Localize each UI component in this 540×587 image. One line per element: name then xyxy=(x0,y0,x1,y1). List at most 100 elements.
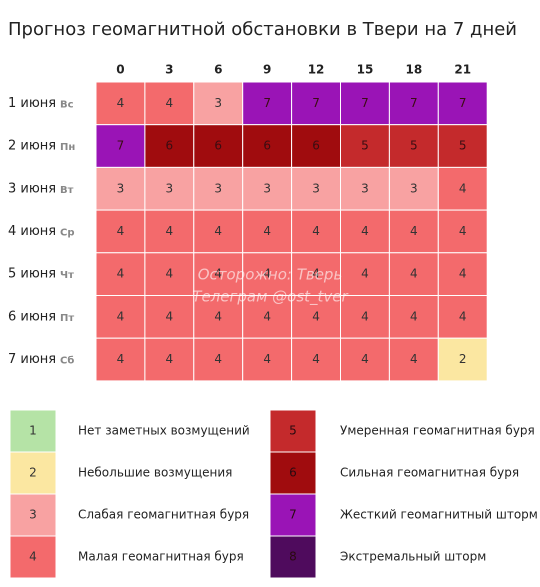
cell-value: 4 xyxy=(263,309,271,323)
row-day: Пн xyxy=(60,142,75,153)
cell-value: 4 xyxy=(410,267,418,281)
column-header: 6 xyxy=(214,63,222,77)
cell xyxy=(388,209,439,254)
row-date: 5 июня xyxy=(8,267,56,282)
legend-level: 4 xyxy=(29,550,37,564)
cell xyxy=(340,81,390,126)
legend-swatch xyxy=(9,535,57,579)
cell-value: 3 xyxy=(312,181,320,195)
cell-value: 4 xyxy=(263,267,271,281)
cell-value: 4 xyxy=(410,224,418,238)
legend-level: 2 xyxy=(29,466,37,480)
cell-value: 4 xyxy=(214,224,222,238)
cell-value: 4 xyxy=(410,309,418,323)
cell-value: 7 xyxy=(410,96,418,110)
column-header: 15 xyxy=(357,63,374,77)
column-header: 21 xyxy=(454,63,471,77)
cell xyxy=(242,252,293,297)
cell-value: 4 xyxy=(214,267,222,281)
cell-value: 5 xyxy=(410,139,418,153)
legend-label: Малая геомагнитная буря xyxy=(78,550,244,564)
cell xyxy=(95,166,146,211)
cell-value: 4 xyxy=(459,224,467,238)
legend-level: 8 xyxy=(289,550,297,564)
cell-value: 4 xyxy=(459,309,467,323)
legend-swatch xyxy=(269,493,317,537)
row-day: Ср xyxy=(60,227,75,238)
title: Прогноз геомагнитной обстановки в Твери … xyxy=(8,19,517,40)
cell-value: 4 xyxy=(361,309,369,323)
legend-level: 3 xyxy=(29,508,37,522)
row-date: 6 июня xyxy=(8,309,56,324)
cell-value: 4 xyxy=(117,352,125,366)
cell-value: 4 xyxy=(166,224,174,238)
cell-value: 4 xyxy=(117,224,125,238)
cell-value: 4 xyxy=(166,267,174,281)
row-day: Вс xyxy=(60,99,74,110)
cell-value: 7 xyxy=(361,96,369,110)
cell-value: 6 xyxy=(263,139,271,153)
cell xyxy=(388,166,439,211)
row-date: 3 июня xyxy=(8,181,56,196)
column-header: 3 xyxy=(165,63,173,77)
legend-level: 6 xyxy=(289,466,297,480)
legend-label: Слабая геомагнитная буря xyxy=(78,508,249,522)
row-day: Сб xyxy=(60,355,74,367)
cell-value: 3 xyxy=(263,181,271,195)
cell xyxy=(242,337,293,382)
cell-value: 7 xyxy=(263,96,271,110)
cell xyxy=(388,337,439,382)
cell-value: 3 xyxy=(214,181,222,195)
cell xyxy=(437,81,488,126)
cell-value: 6 xyxy=(166,139,174,153)
cell xyxy=(437,337,488,382)
cell xyxy=(437,166,488,211)
cell xyxy=(242,166,293,211)
cell xyxy=(193,166,244,211)
column-header: 0 xyxy=(116,63,124,77)
row-date: 4 июня xyxy=(8,224,56,239)
column-header: 18 xyxy=(405,63,422,77)
cell-value: 4 xyxy=(312,309,320,323)
cell-value: 4 xyxy=(166,309,174,323)
cell-value: 4 xyxy=(312,267,320,281)
cell-value: 3 xyxy=(214,96,222,110)
cell xyxy=(340,124,390,168)
row-day: Чт xyxy=(60,270,74,281)
legend-label: Сильная геомагнитная буря xyxy=(340,466,519,480)
legend-label: Небольшие возмущения xyxy=(78,466,232,480)
cell xyxy=(437,295,488,339)
cell xyxy=(193,209,244,254)
cell-value: 5 xyxy=(459,139,467,153)
cell xyxy=(242,209,293,254)
cell-value: 6 xyxy=(312,139,320,153)
cell-value: 4 xyxy=(410,352,418,366)
cell-value: 4 xyxy=(214,352,222,366)
cell-value: 4 xyxy=(117,309,125,323)
cell xyxy=(340,252,390,297)
legend-level: 1 xyxy=(29,424,37,438)
row-date: 7 июня xyxy=(8,352,56,367)
cell-value: 2 xyxy=(459,352,467,366)
row-date: 1 июня xyxy=(8,96,56,111)
cell xyxy=(242,124,293,168)
cell-value: 4 xyxy=(459,267,467,281)
legend-swatch xyxy=(269,451,317,495)
cell xyxy=(193,337,244,382)
watermark: Осторожно: Тверь xyxy=(198,266,343,284)
legend-swatch xyxy=(9,451,57,495)
cell-value: 4 xyxy=(312,224,320,238)
cell-value: 6 xyxy=(214,139,222,153)
cell-value: 4 xyxy=(361,267,369,281)
legend-label: Нет заметных возмущений xyxy=(78,424,250,438)
cell-value: 7 xyxy=(312,96,320,110)
cell-value: 4 xyxy=(361,352,369,366)
column-header: 9 xyxy=(263,63,271,77)
cell-value: 3 xyxy=(166,181,174,195)
legend-swatch xyxy=(269,535,317,579)
column-header: 12 xyxy=(308,63,325,77)
cell xyxy=(95,81,146,126)
cell xyxy=(291,337,342,382)
cell-value: 3 xyxy=(361,181,369,195)
legend-level: 5 xyxy=(289,424,297,438)
